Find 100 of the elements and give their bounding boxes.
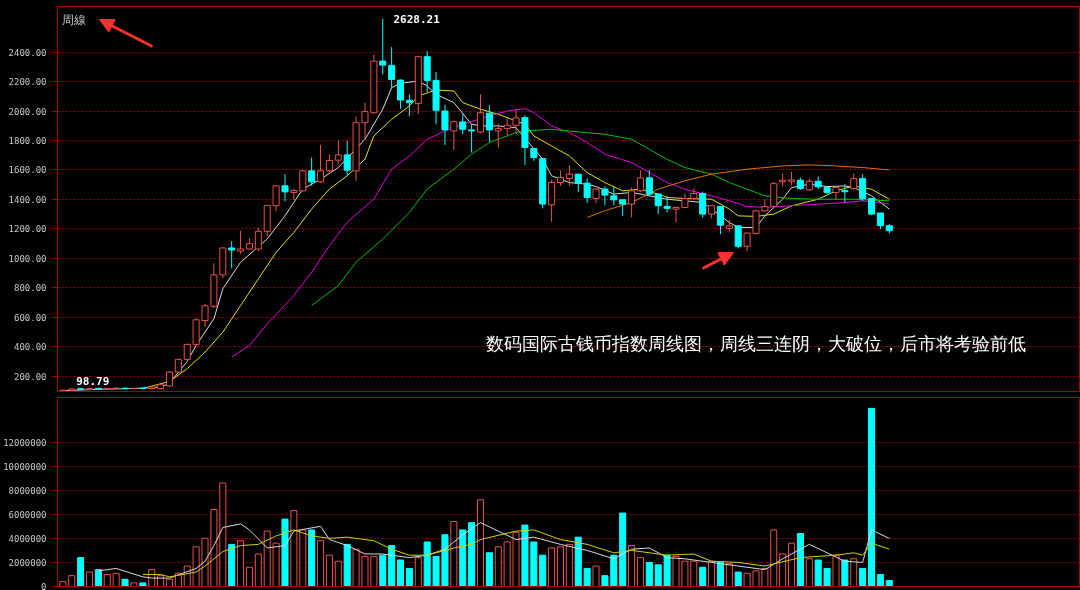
y-tick-label: 2000.00 bbox=[8, 106, 47, 117]
bar bbox=[788, 542, 796, 587]
candlestick bbox=[628, 187, 636, 218]
candlestick bbox=[832, 186, 840, 201]
annotation: 98.79 bbox=[76, 374, 110, 388]
y-tick-label: 6000000 bbox=[8, 509, 47, 520]
line-series bbox=[142, 529, 890, 578]
line-series bbox=[586, 164, 890, 218]
bar bbox=[397, 559, 405, 587]
candlestick bbox=[734, 224, 742, 249]
bar bbox=[450, 520, 458, 587]
bar bbox=[468, 522, 476, 587]
bar bbox=[539, 554, 547, 587]
y-tick-label: 1000.00 bbox=[8, 253, 47, 264]
bar bbox=[556, 546, 564, 587]
y-tick-label: 1800.00 bbox=[8, 135, 47, 146]
candlestick bbox=[405, 93, 413, 117]
bar bbox=[876, 573, 884, 587]
y-tick-label: 12000000 bbox=[3, 437, 47, 448]
bar bbox=[94, 569, 102, 587]
candlestick bbox=[468, 123, 476, 154]
candlestick bbox=[281, 173, 289, 202]
bar bbox=[308, 529, 316, 587]
bar bbox=[636, 557, 644, 587]
bar bbox=[725, 563, 733, 587]
bar bbox=[628, 545, 636, 587]
candlestick bbox=[379, 18, 387, 75]
text: 周線 bbox=[61, 12, 86, 27]
line-series bbox=[97, 522, 890, 579]
y-tick-label: 1400.00 bbox=[8, 194, 47, 205]
line-series bbox=[231, 108, 890, 358]
bar bbox=[121, 578, 129, 587]
bar bbox=[796, 533, 804, 587]
candlestick bbox=[254, 227, 262, 252]
bar bbox=[548, 547, 556, 587]
line-series bbox=[311, 128, 890, 307]
candlestick bbox=[663, 195, 671, 213]
candlestick bbox=[441, 104, 449, 146]
candlestick bbox=[636, 169, 644, 193]
candlestick bbox=[388, 46, 396, 90]
candlestick bbox=[645, 169, 653, 197]
y-tick-label: 1600.00 bbox=[8, 165, 47, 176]
bar bbox=[779, 553, 787, 587]
bar bbox=[343, 543, 351, 587]
bar bbox=[645, 561, 653, 587]
y-tick-label: 10000000 bbox=[3, 461, 47, 472]
bar bbox=[139, 582, 147, 587]
candlestick bbox=[699, 191, 707, 218]
candlestick bbox=[397, 78, 405, 110]
bar bbox=[325, 554, 333, 587]
candlestick bbox=[237, 230, 245, 255]
candlestick bbox=[716, 205, 724, 235]
candlestick bbox=[476, 93, 485, 134]
y-tick-label: 400.00 bbox=[13, 342, 47, 353]
candlestick bbox=[343, 140, 351, 176]
candlestick bbox=[450, 120, 458, 151]
bar bbox=[485, 552, 493, 587]
candlestick bbox=[841, 183, 849, 203]
y-tick-label: 200.00 bbox=[13, 371, 47, 382]
bar bbox=[699, 566, 707, 587]
candlestick bbox=[317, 144, 325, 184]
bar bbox=[885, 579, 893, 587]
candlestick bbox=[548, 179, 556, 223]
candlestick bbox=[308, 157, 316, 187]
candlestick bbox=[859, 173, 867, 202]
bar bbox=[317, 540, 325, 587]
bar bbox=[476, 499, 485, 587]
bar bbox=[130, 582, 138, 587]
candlestick bbox=[459, 113, 467, 135]
candlestick bbox=[512, 108, 520, 135]
bar bbox=[592, 565, 600, 587]
bar bbox=[77, 557, 85, 587]
y-tick-label: 4000000 bbox=[8, 533, 47, 544]
bar bbox=[565, 543, 573, 587]
bar bbox=[841, 559, 849, 587]
bar bbox=[379, 554, 387, 587]
y-tick-label: 0 bbox=[41, 582, 47, 590]
bar bbox=[85, 571, 94, 587]
bar bbox=[405, 567, 413, 587]
y-tick-label: 2200.00 bbox=[8, 77, 47, 88]
bar bbox=[334, 560, 342, 587]
bar bbox=[850, 558, 858, 587]
bar bbox=[459, 529, 467, 587]
bar bbox=[619, 512, 627, 587]
bar bbox=[805, 558, 813, 587]
bar bbox=[245, 566, 253, 587]
candlestick bbox=[228, 240, 236, 269]
bar bbox=[414, 557, 422, 587]
bar bbox=[281, 518, 289, 587]
candlestick bbox=[485, 104, 493, 143]
bar bbox=[832, 554, 840, 587]
bar bbox=[228, 543, 236, 587]
y-tick-label: 2400.00 bbox=[8, 47, 47, 58]
candlestick bbox=[654, 192, 662, 215]
y-tick-label: 1200.00 bbox=[8, 224, 47, 235]
candlestick bbox=[334, 140, 342, 165]
candlestick bbox=[610, 185, 618, 206]
y-tick-label: 600.00 bbox=[13, 312, 47, 323]
bar bbox=[859, 567, 867, 587]
bar bbox=[254, 553, 262, 587]
